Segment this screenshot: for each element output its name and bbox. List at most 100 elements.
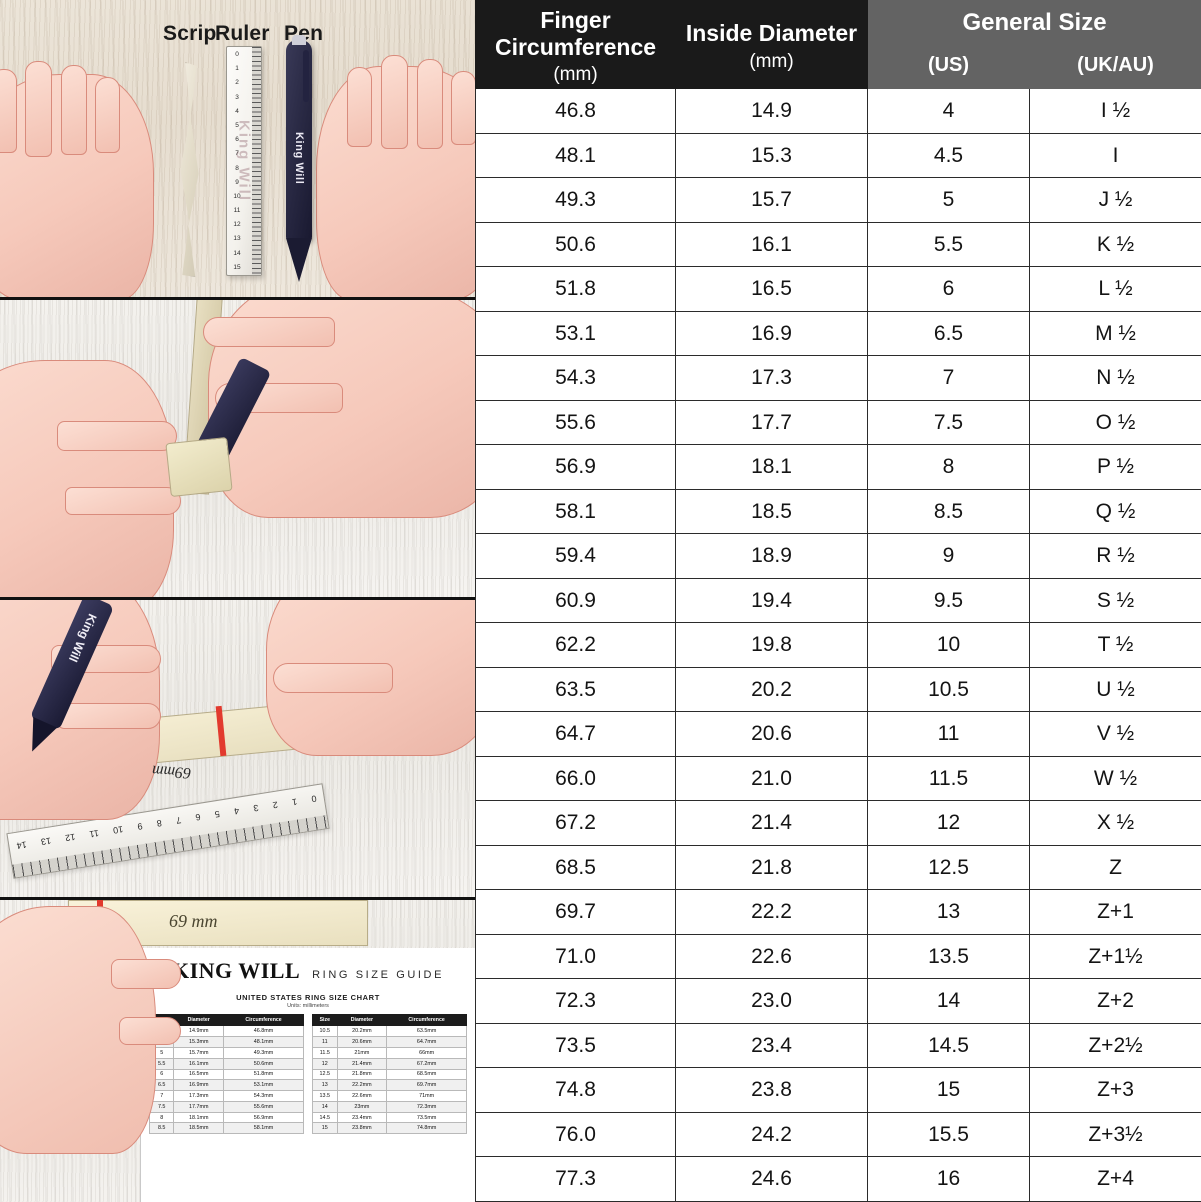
- mini-cell-circumference: 71mm: [386, 1090, 467, 1102]
- mini-cell-size: 8.5: [148, 1122, 175, 1135]
- table-row: 72.3 23.0 14 Z+2: [475, 978, 1201, 1024]
- ruler-brand-text: King Will: [235, 119, 253, 203]
- cell-finger-circumference: 69.7: [475, 889, 676, 935]
- cell-inside-diameter: 23.0: [675, 978, 868, 1024]
- table-row: 68.5 21.8 12.5 Z: [475, 844, 1201, 891]
- cell-us-size: 15.5: [867, 1111, 1030, 1158]
- mini-table-row: 11 20.6mm 64.7mm: [312, 1036, 467, 1048]
- cell-us-size: 7: [867, 355, 1030, 401]
- size-chart-area: Finger Circumference (mm) Inside Diamete…: [475, 0, 1201, 1202]
- mini-cell-circumference: 55.6mm: [223, 1100, 304, 1113]
- mini-table-row: 6.5 16.9mm 53.1mm: [148, 1079, 304, 1092]
- pen-tip: [286, 238, 312, 282]
- mini-col-circumference: Circumference: [223, 1013, 304, 1027]
- mini-table-row: 10.5 20.2mm 63.5mm: [312, 1025, 467, 1038]
- cell-finger-circumference: 46.8: [475, 88, 676, 134]
- header-finger-circumference-unit: (mm): [553, 64, 598, 86]
- cell-inside-diameter: 16.9: [675, 310, 868, 357]
- cell-us-size: 8: [867, 444, 1030, 490]
- step-2-panel: [0, 300, 475, 600]
- mini-cell-diameter: 22.2mm: [336, 1079, 388, 1092]
- mini-cell-diameter: 23.8mm: [336, 1122, 388, 1135]
- cell-uk-au-size: Z+2½: [1028, 1022, 1201, 1069]
- cell-uk-au-size: Z+3½: [1028, 1111, 1201, 1158]
- cell-us-size: 10.5: [867, 666, 1030, 713]
- cell-uk-au-size: Z+4: [1028, 1156, 1201, 1202]
- cell-uk-au-size: L ½: [1028, 266, 1201, 312]
- mini-cell-circumference: 64.7mm: [386, 1036, 467, 1048]
- cell-uk-au-size: X ½: [1028, 800, 1201, 846]
- cell-inside-diameter: 18.9: [675, 533, 868, 579]
- mini-chart-right: Size Diameter Circumference 10.5 20.2mm 63…: [312, 1013, 467, 1135]
- mini-table-row: 14.5 23.4mm 73.5mm: [312, 1111, 467, 1124]
- mini-cell-diameter: 18.5mm: [173, 1122, 225, 1135]
- cell-us-size: 6: [867, 266, 1030, 312]
- cell-finger-circumference: 64.7: [475, 711, 676, 757]
- cell-inside-diameter: 17.7: [675, 399, 868, 446]
- mini-cell-diameter: 17.7mm: [173, 1100, 225, 1113]
- cell-us-size: 11.5: [867, 755, 1030, 802]
- cell-uk-au-size: M ½: [1028, 310, 1201, 357]
- table-row: 49.3 15.7 5 J ½: [475, 177, 1201, 223]
- mini-table-row: 15 23.8mm 74.8mm: [312, 1122, 467, 1135]
- cell-inside-diameter: 21.4: [675, 800, 868, 846]
- tool-label-ruler: Ruler: [215, 22, 270, 45]
- right-hand-illustration: [316, 55, 475, 297]
- mini-table-row: 8 18.1mm 56.9mm: [148, 1111, 304, 1124]
- mini-cell-circumference: 73.5mm: [386, 1111, 467, 1124]
- table-row: 58.1 18.5 8.5 Q ½: [475, 488, 1201, 535]
- table-header-row-1: Finger Circumference (mm) Inside Diamete…: [475, 0, 1201, 90]
- mini-cell-size: 14: [312, 1100, 338, 1113]
- mini-cell-size: 14.5: [312, 1111, 338, 1124]
- mini-cell-circumference: 58.1mm: [223, 1122, 304, 1135]
- mini-cell-diameter: 15.3mm: [173, 1036, 225, 1048]
- cell-finger-circumference: 72.3: [475, 978, 676, 1024]
- cell-uk-au-size: T ½: [1028, 622, 1201, 668]
- cell-us-size: 12: [867, 800, 1030, 846]
- cell-uk-au-size: V ½: [1028, 711, 1201, 757]
- mini-cell-size: 12: [312, 1057, 338, 1070]
- pen-illustration: King Will: [286, 35, 312, 282]
- mini-cell-size: 12.5: [312, 1068, 338, 1081]
- paper-strip-wrapped-around-finger: [165, 436, 233, 498]
- mini-cell-diameter: 20.2mm: [336, 1025, 388, 1038]
- cell-uk-au-size: K ½: [1028, 221, 1201, 268]
- cell-finger-circumference: 48.1: [475, 132, 676, 179]
- cell-uk-au-size: Z: [1028, 844, 1201, 891]
- mini-header-row: Size Diameter Circumference: [312, 1013, 467, 1027]
- pen-clip: [303, 50, 309, 102]
- cell-finger-circumference: 73.5: [475, 1022, 676, 1069]
- mini-col-diameter: Diameter: [336, 1013, 388, 1027]
- step-4-panel: KING WILL RING SIZE GUIDE UNITED STATES …: [0, 900, 475, 1202]
- mini-cell-diameter: 14.9mm: [173, 1025, 225, 1038]
- mini-cell-circumference: 49.3mm: [223, 1046, 304, 1059]
- mini-cell-diameter: 23.4mm: [336, 1111, 388, 1124]
- mini-cell-circumference: 67.2mm: [386, 1057, 467, 1070]
- ruler-tick-edge: [252, 47, 261, 275]
- mini-cell-diameter: 21mm: [336, 1046, 388, 1059]
- mini-cell-circumference: 53.1mm: [223, 1079, 304, 1092]
- mini-cell-circumference: 74.8mm: [386, 1122, 467, 1135]
- mini-cell-diameter: 20.6mm: [336, 1036, 388, 1048]
- cell-inside-diameter: 16.5: [675, 266, 868, 312]
- mini-cell-circumference: 66mm: [386, 1046, 467, 1059]
- cell-uk-au-size: Z+1: [1028, 889, 1201, 935]
- card-units-note: Units: millimeters: [287, 1003, 329, 1009]
- cell-finger-circumference: 54.3: [475, 355, 676, 401]
- table-row: 48.1 15.3 4.5 I: [475, 132, 1201, 179]
- cell-uk-au-size: O ½: [1028, 399, 1201, 446]
- card-subtitle: RING SIZE GUIDE: [312, 969, 445, 981]
- cell-finger-circumference: 60.9: [475, 577, 676, 624]
- mini-table-row: 13 22.2mm 69.7mm: [312, 1079, 467, 1092]
- cell-uk-au-size: Q ½: [1028, 488, 1201, 535]
- tool-label-scrip: Scrip: [163, 22, 217, 45]
- table-row: 60.9 19.4 9.5 S ½: [475, 577, 1201, 624]
- cell-us-size: 7.5: [867, 399, 1030, 446]
- cell-finger-circumference: 49.3: [475, 177, 676, 223]
- cell-inside-diameter: 17.3: [675, 355, 868, 401]
- header-us-size: (US): [867, 44, 1030, 90]
- mini-col-size: Size: [312, 1013, 338, 1027]
- mini-cell-diameter: 21.8mm: [336, 1068, 388, 1081]
- cell-us-size: 5.5: [867, 221, 1030, 268]
